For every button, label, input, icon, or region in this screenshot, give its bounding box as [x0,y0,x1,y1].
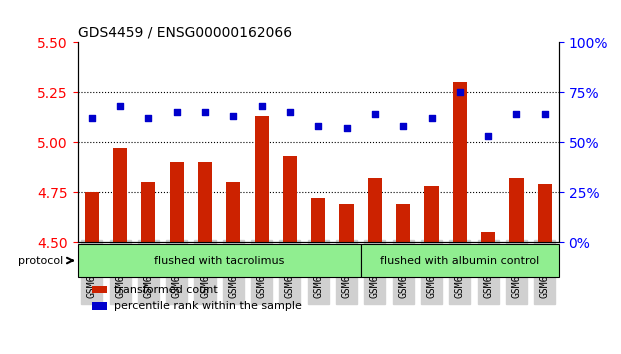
Bar [170,162,184,242]
Bar [340,204,353,242]
Bar [113,148,127,242]
Text: percentile rank within the sample: percentile rank within the sample [114,301,302,311]
Point [256,104,266,109]
Bar [481,232,495,242]
Bar [92,286,107,293]
Point [398,124,408,129]
Text: protocol: protocol [18,256,63,266]
Point [540,112,550,117]
Bar [255,116,269,242]
Bar [311,198,325,242]
Bar [396,204,410,242]
Bar [424,187,438,242]
Point [229,114,238,119]
Text: flushed with tacrolimus: flushed with tacrolimus [154,256,284,266]
Bar [198,162,212,242]
Bar [368,178,382,242]
Point [172,110,182,115]
Point [512,112,522,117]
Bar [84,192,99,242]
FancyBboxPatch shape [361,244,559,277]
Point [143,116,153,121]
Bar [509,178,524,242]
Bar [283,156,297,242]
Point [483,133,493,139]
Point [313,124,323,129]
Point [370,112,380,117]
Text: GDS4459 / ENSG00000162066: GDS4459 / ENSG00000162066 [78,26,292,40]
Point [427,116,437,121]
Bar [142,182,155,242]
Point [455,90,465,95]
Point [285,110,295,115]
Point [87,116,97,121]
Text: flushed with albumin control: flushed with albumin control [380,256,540,266]
Text: transformed count: transformed count [114,285,217,295]
Bar [92,302,107,310]
Point [200,110,210,115]
Point [115,104,125,109]
Bar [538,184,552,242]
Point [342,126,351,131]
FancyBboxPatch shape [78,244,361,277]
Bar [453,82,467,242]
Bar [226,182,240,242]
